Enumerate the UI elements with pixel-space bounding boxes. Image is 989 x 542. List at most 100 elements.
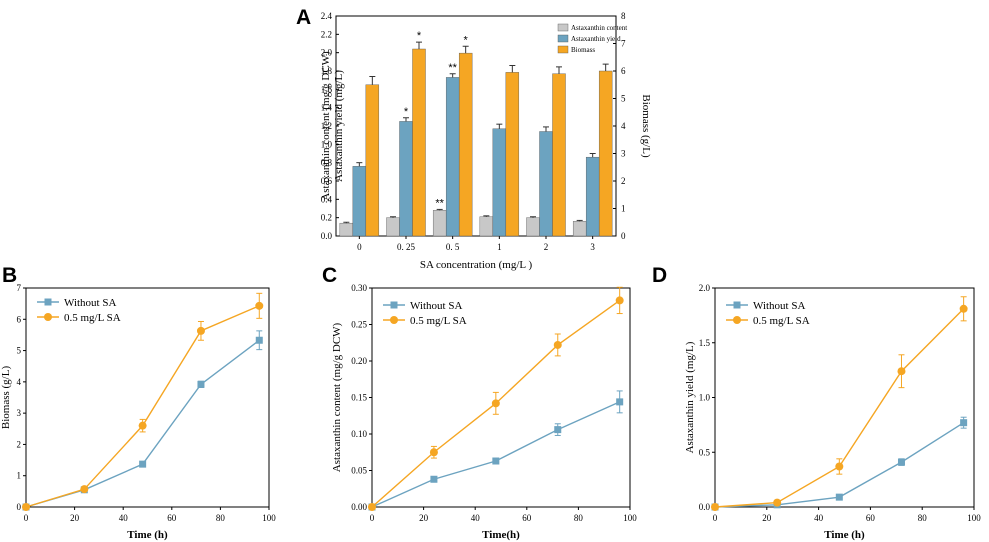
- y-tick-label: 0.20: [351, 356, 367, 366]
- data-point: [492, 457, 500, 465]
- legend-label: 0.5 mg/L SA: [753, 315, 810, 327]
- significance-mark: *: [464, 34, 469, 46]
- panel-c: 0 20 40 60 80 100 0.00 0.05 0.10 0.15 0.20 0.25 0.30…: [331, 283, 637, 541]
- y-tick-label: 0.4: [321, 194, 333, 204]
- data-point: [835, 493, 843, 501]
- y-tick-label: 0.8: [321, 158, 333, 168]
- x-axis-title: Time (h): [127, 529, 168, 541]
- y2-tick-label: 3: [621, 149, 626, 159]
- data-point: [491, 399, 500, 408]
- y-tick-label: 0.00: [351, 502, 367, 512]
- bar: [598, 70, 613, 237]
- y-axis-title: Astaxanthin yield (mg/L): [684, 341, 696, 453]
- x-tick-label: 0: [370, 513, 375, 523]
- significance-mark: **: [448, 62, 457, 74]
- y-tick-label: 7: [17, 283, 22, 293]
- data-point: [554, 426, 562, 434]
- x-tick-label: 80: [574, 513, 584, 523]
- y-tick-label: 0.30: [351, 283, 367, 293]
- data-point: [255, 336, 263, 344]
- bar: [479, 216, 494, 237]
- panel-label-b: B: [2, 264, 17, 287]
- y-tick-label: 0.6: [321, 176, 333, 186]
- series-line: [714, 308, 965, 508]
- y-tick-label: 1: [17, 471, 22, 481]
- data-point: [616, 398, 624, 406]
- x-tick-label: 0: [713, 513, 718, 523]
- bar: [432, 210, 447, 237]
- bar: [399, 121, 413, 237]
- panel-a: 0.0 0.2 0.4 0.6 0.8 1.0 1.2 1.4 1.6 1.8 2.0 2.2 2.4 0…: [320, 11, 652, 271]
- panel-b: 0 20 40 60 80 100 0 1 2 3 4 5 6 7 Time (h) Biomass (g/L…: [0, 283, 276, 541]
- y-tick-label: 1.8: [321, 66, 333, 76]
- y2-axis-title: Biomass (g/L): [640, 94, 652, 158]
- y2-tick-label: 4: [621, 121, 626, 131]
- series-line: [25, 305, 260, 508]
- x-tick-label: 3: [590, 242, 595, 252]
- y-tick-label: 2.0: [321, 48, 333, 58]
- y-axis-title-line1: Astaxanthin content (mg/g DCW): [320, 51, 332, 201]
- y-tick-label: 2.4: [321, 11, 333, 21]
- x-tick-label: 40: [471, 513, 481, 523]
- x-tick-label: 80: [918, 513, 928, 523]
- y2-tick-label: 8: [621, 11, 626, 21]
- x-tick-label: 20: [762, 513, 772, 523]
- x-tick-label: 60: [167, 513, 177, 523]
- y-tick-label: 3: [17, 408, 22, 418]
- data-point: [80, 485, 89, 494]
- bar: [505, 72, 520, 237]
- y-tick-label: 1.0: [321, 139, 333, 149]
- x-tick-label: 40: [119, 513, 129, 523]
- x-tick-label: 0. 25: [397, 242, 416, 252]
- legend-label: Astaxanthin content: [571, 24, 627, 32]
- y-tick-label: 0.25: [351, 320, 367, 330]
- bar: [492, 128, 507, 237]
- y-tick-label: 2.2: [321, 29, 332, 39]
- data-point: [430, 475, 438, 483]
- data-point: [22, 503, 30, 511]
- series-line: [371, 401, 620, 508]
- data-point: [139, 460, 147, 468]
- y-tick-label: 1.6: [321, 84, 333, 94]
- y-tick-label: 6: [17, 314, 22, 324]
- bar: [445, 77, 460, 237]
- significance-mark: **: [435, 197, 444, 209]
- bar: [585, 156, 600, 237]
- legend-marker: [44, 313, 52, 321]
- legend-swatch: [557, 45, 569, 54]
- legend-label: Without SA: [753, 300, 805, 312]
- x-tick-label: 0: [24, 513, 29, 523]
- y-tick-label: 1.4: [321, 103, 333, 113]
- y-tick-label: 0.10: [351, 429, 367, 439]
- bar: [412, 48, 426, 237]
- data-point: [897, 458, 905, 466]
- data-point: [773, 498, 782, 507]
- x-tick-label: 100: [967, 513, 981, 523]
- legend-swatch: [557, 34, 569, 43]
- bar: [539, 131, 553, 237]
- data-point: [960, 419, 968, 427]
- y-tick-label: 5: [17, 346, 22, 356]
- y-tick-label: 1.5: [699, 338, 711, 348]
- y-tick-label: 0.5: [699, 447, 711, 457]
- legend-label: 0.5 mg/L SA: [64, 312, 121, 324]
- bar: [526, 217, 540, 237]
- y-tick-label: 2: [17, 439, 22, 449]
- y-tick-label: 4: [17, 377, 22, 387]
- legend-label: 0.5 mg/L SA: [410, 315, 467, 327]
- legend-marker: [390, 316, 398, 324]
- bar: [386, 217, 400, 237]
- x-tick-label: 80: [216, 513, 226, 523]
- x-axis-title: Time(h): [482, 529, 520, 541]
- data-point: [429, 448, 438, 457]
- y2-tick-label: 2: [621, 176, 626, 186]
- data-point: [959, 304, 968, 313]
- legend-marker: [44, 298, 52, 306]
- data-point: [368, 503, 376, 511]
- x-tick-label: 0. 5: [446, 242, 460, 252]
- x-tick-label: 20: [419, 513, 429, 523]
- bar: [458, 52, 473, 237]
- x-tick-label: 60: [866, 513, 876, 523]
- panel-label-a: A: [296, 6, 311, 29]
- data-point: [255, 301, 264, 310]
